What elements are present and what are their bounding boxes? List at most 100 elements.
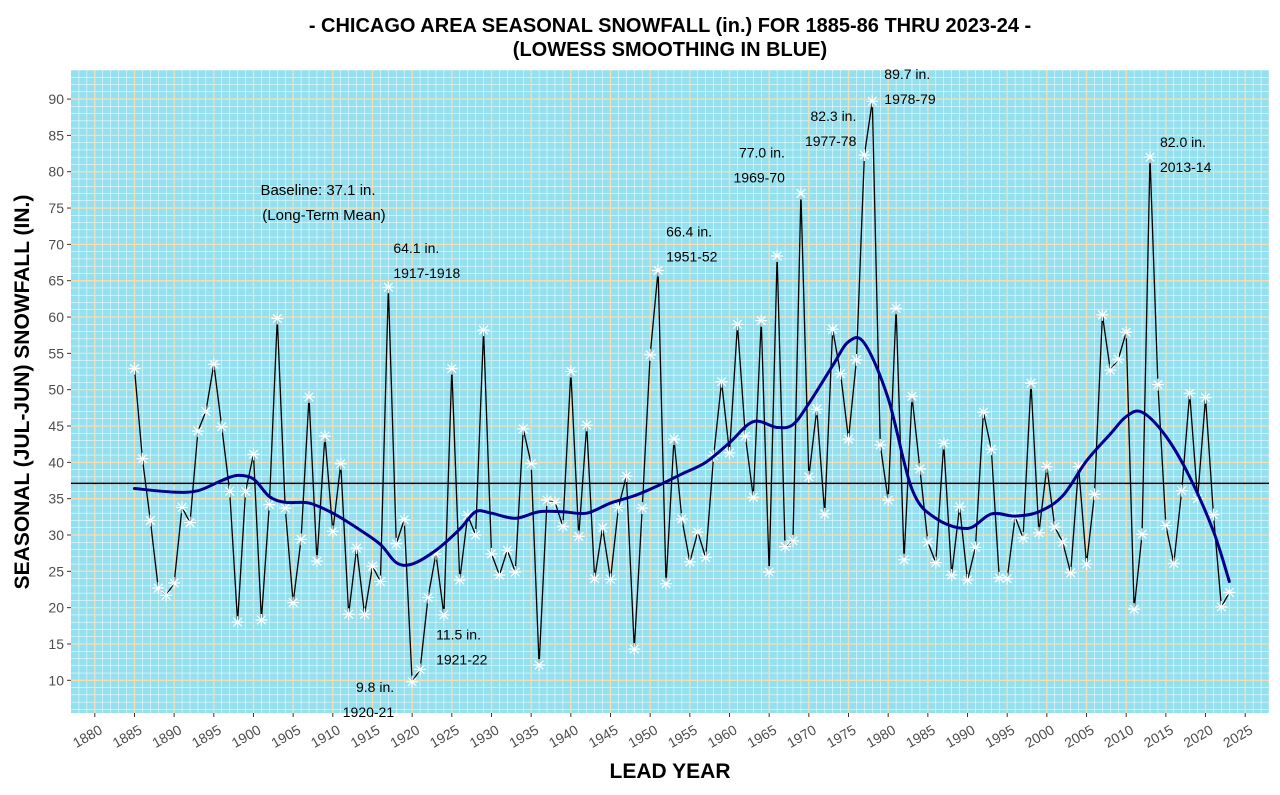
annotation-value: 64.1 in. — [393, 240, 439, 256]
x-tick-label: 1955 — [665, 721, 700, 751]
observed-point — [1096, 308, 1109, 321]
x-tick-label: 2025 — [1220, 721, 1255, 751]
observed-series — [128, 95, 1236, 688]
lowess-line — [132, 336, 1231, 583]
observed-point — [469, 528, 482, 541]
observed-point — [128, 362, 141, 375]
observed-point — [779, 540, 792, 553]
observed-point — [628, 643, 641, 656]
observed-point — [215, 420, 228, 433]
x-axis-ticks: 1880 1885 1890 1895 1900 1905 1910 1915 1920 1925… — [70, 713, 1255, 751]
observed-point — [937, 437, 950, 450]
x-axis-title: LEAD YEAR — [610, 760, 731, 783]
observed-point — [945, 568, 958, 581]
observed-point — [1048, 521, 1061, 534]
y-tick-label: 70 — [48, 236, 64, 252]
observed-point — [993, 571, 1006, 584]
y-tick-label: 20 — [48, 600, 64, 616]
observed-point — [295, 533, 308, 546]
observed-point — [977, 406, 990, 419]
observed-point — [199, 405, 212, 418]
observed-point — [1223, 586, 1236, 599]
x-tick-label: 1970 — [784, 721, 819, 751]
observed-point — [834, 367, 847, 380]
plot-panel — [71, 70, 1269, 713]
y-axis-ticks: 10 15 20 25 30 35 40 45 50 55 60 65 70 75 80 85 90 — [48, 91, 71, 688]
observed-point — [731, 318, 744, 331]
x-tick-label: 1985 — [903, 721, 938, 751]
observed-point — [382, 281, 395, 294]
x-tick-label: 1905 — [268, 721, 303, 751]
observed-point — [477, 324, 490, 337]
observed-point — [342, 608, 355, 621]
observed-point — [667, 433, 680, 446]
x-tick-label: 1965 — [744, 721, 779, 751]
observed-point — [636, 502, 649, 515]
chart-title: - CHICAGO AREA SEASONAL SNOWFALL (in.) F… — [309, 15, 1031, 37]
y-tick-label: 90 — [48, 91, 64, 107]
observed-point — [168, 576, 181, 589]
x-tick-label: 2005 — [1062, 721, 1097, 751]
observed-point — [509, 566, 522, 579]
annotation-season: 1917-1918 — [393, 265, 460, 281]
observed-point — [1167, 557, 1180, 570]
annotation-value: 89.7 in. — [884, 66, 930, 82]
observed-point — [913, 462, 926, 475]
y-tick-label: 35 — [48, 491, 64, 507]
y-tick-label: 65 — [48, 273, 64, 289]
observed-point — [247, 448, 260, 461]
observed-point — [136, 452, 149, 465]
y-tick-label: 40 — [48, 454, 64, 470]
observed-point — [953, 500, 966, 513]
observed-point — [1215, 600, 1228, 613]
x-tick-label: 1940 — [546, 721, 581, 751]
annotation-season: 1920-21 — [343, 704, 395, 720]
chart-subtitle: (LOWESS SMOOTHING IN BLUE) — [513, 39, 827, 61]
annotation-season: 1951-52 — [666, 249, 718, 265]
observed-point — [564, 365, 577, 378]
baseline-label-line1: Baseline: 37.1 in. — [260, 182, 375, 199]
y-tick-label: 75 — [48, 200, 64, 216]
observed-point — [874, 438, 887, 451]
observed-point — [723, 446, 736, 459]
observed-point — [850, 353, 863, 366]
observed-point — [905, 390, 918, 403]
observed-point — [1151, 378, 1164, 391]
observed-point — [334, 457, 347, 470]
observed-point — [485, 547, 498, 560]
observed-point — [437, 608, 450, 621]
observed-point — [604, 573, 617, 586]
y-tick-label: 15 — [48, 636, 64, 652]
observed-point — [1199, 391, 1212, 404]
observed-point — [390, 537, 403, 550]
x-tick-label: 2000 — [1022, 721, 1057, 751]
observed-point — [771, 249, 784, 262]
observed-point — [533, 659, 546, 672]
observed-point — [1207, 508, 1220, 521]
observed-point — [675, 513, 688, 526]
observed-point — [445, 362, 458, 375]
observed-point — [239, 485, 252, 498]
observed-point — [184, 516, 197, 529]
observed-point — [921, 536, 934, 549]
observed-point — [620, 470, 633, 483]
observed-point — [652, 264, 665, 277]
annotation-value: 9.8 in. — [356, 679, 394, 695]
observed-point — [826, 323, 839, 336]
observed-point — [398, 513, 411, 526]
observed-point — [818, 507, 831, 520]
observed-point — [660, 577, 673, 590]
x-tick-label: 1890 — [149, 721, 184, 751]
observed-point — [1088, 488, 1101, 501]
observed-point — [794, 187, 807, 200]
observed-point — [287, 596, 300, 609]
observed-point — [160, 589, 173, 602]
x-tick-label: 1880 — [70, 721, 105, 751]
y-tick-label: 10 — [48, 672, 64, 688]
x-tick-label: 1885 — [110, 721, 145, 751]
x-tick-label: 1975 — [824, 721, 859, 751]
observed-point — [453, 574, 466, 587]
x-tick-label: 1960 — [705, 721, 740, 751]
observed-point — [255, 614, 268, 627]
